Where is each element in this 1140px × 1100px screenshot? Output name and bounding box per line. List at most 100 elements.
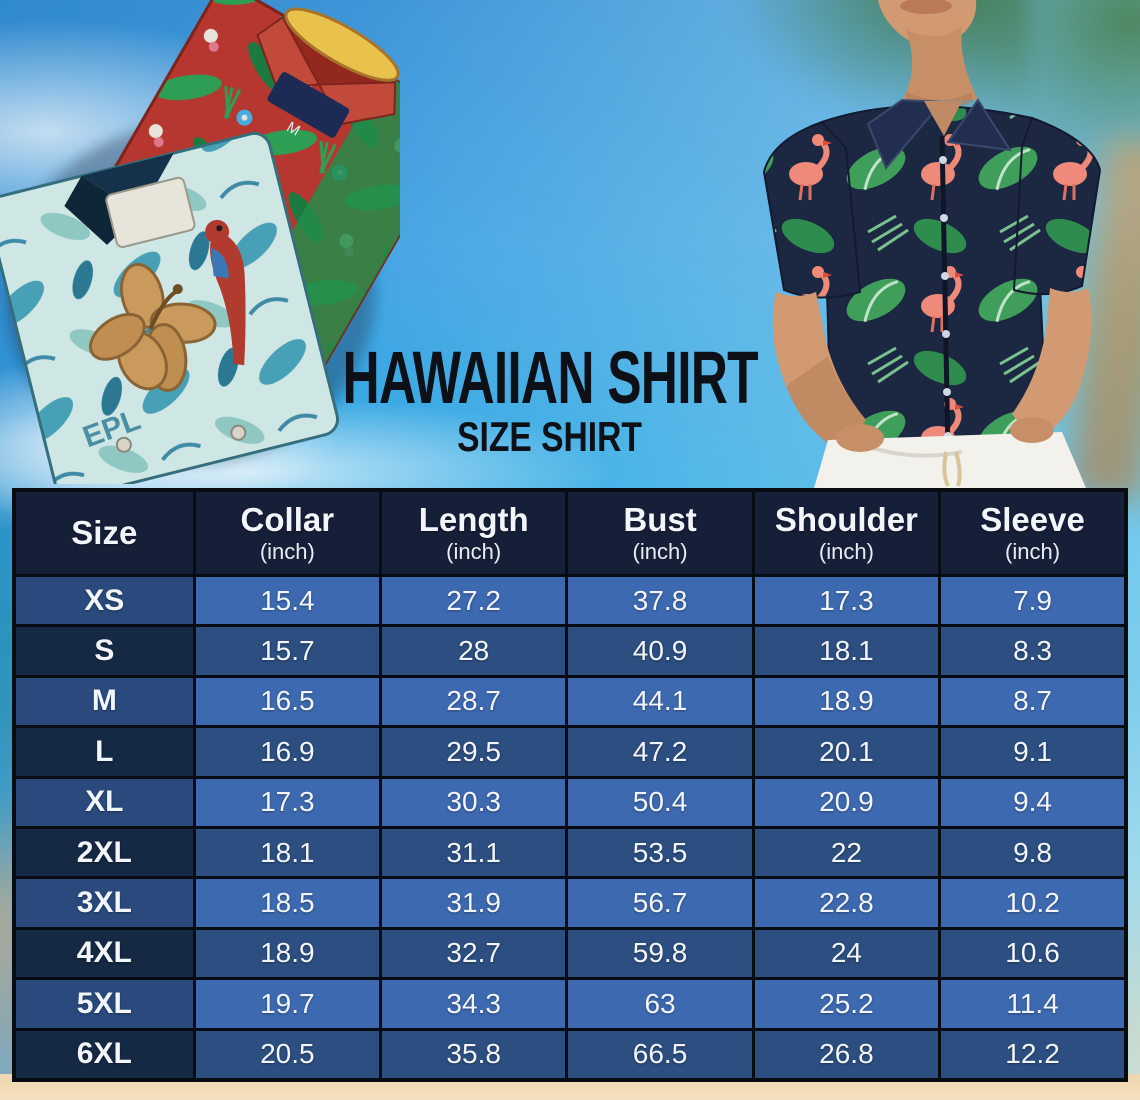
size-table-header: Size Collar (inch) Length (inch) Bust (inch) Sh… [12,488,1128,577]
size-cell: 5XL [12,977,196,1031]
hand-left [836,424,884,452]
value-cell: 56.7 [565,876,755,930]
value-cell: 44.1 [565,674,755,729]
value-cell: 50.4 [565,775,755,829]
value-cell: 18.5 [192,876,383,930]
value-cell: 24 [751,926,942,981]
model-wearing-shirt-photo [762,0,1102,488]
value-cell: 26.8 [751,1027,942,1082]
value-cell: 8.3 [938,624,1128,678]
value-cell: 40.9 [565,624,755,678]
size-cell: 4XL [12,926,196,981]
value-cell: 15.4 [192,573,383,628]
value-cell: 20.9 [751,775,942,829]
shirt-button [230,424,247,441]
value-cell: 18.9 [192,926,383,981]
folded-shirts-photo: M EPL [0,0,400,484]
size-cell: S [12,624,196,678]
table-row: 3XL 18.5 31.9 56.7 22.8 10.2 [12,876,1128,930]
value-cell: 8.7 [938,674,1128,729]
value-cell: 18.1 [192,825,383,880]
neck-label [267,72,350,138]
hibiscus-flower [89,262,217,392]
page-subtitle: SIZE SHIRT [457,413,643,460]
page-title: HAWAIIAN SHIRT [342,335,758,419]
value-cell: 28.7 [378,674,569,729]
value-cell: 16.9 [192,725,383,779]
table-row: S 15.7 28 40.9 18.1 8.3 [12,624,1128,678]
value-cell: 35.8 [378,1027,569,1082]
size-cell: XL [12,775,196,829]
chest-pocket [105,176,196,249]
size-cell: 6XL [12,1027,196,1082]
value-cell: 18.1 [751,624,942,678]
title-block: HAWAIIAN SHIRT SIZE SHIRT [240,340,860,460]
size-cell: M [12,674,196,729]
value-cell: 53.5 [565,825,755,880]
value-cell: 31.1 [378,825,569,880]
value-cell: 9.8 [938,825,1128,880]
value-cell: 47.2 [565,725,755,779]
column-header: Shoulder (inch) [751,488,942,577]
value-cell: 20.5 [192,1027,383,1082]
value-cell: 66.5 [565,1027,755,1082]
value-cell: 25.2 [751,977,942,1031]
hand-right [1010,417,1054,443]
size-cell: XS [12,573,196,628]
parrot [205,219,246,366]
value-cell: 30.3 [378,775,569,829]
value-cell: 7.9 [938,573,1128,628]
value-cell: 11.4 [938,977,1128,1031]
table-row: 6XL 20.5 35.8 66.5 26.8 12.2 [12,1027,1128,1082]
value-cell: 63 [565,977,755,1031]
value-cell: 9.4 [938,775,1128,829]
collar-brand-label [284,7,400,82]
column-header: Collar (inch) [192,488,383,577]
value-cell: 28 [378,624,569,678]
value-cell: 22.8 [751,876,942,930]
value-cell: 32.7 [378,926,569,981]
value-cell: 17.3 [751,573,942,628]
shirt-button [115,436,132,453]
value-cell: 59.8 [565,926,755,981]
value-cell: 31.9 [378,876,569,930]
table-row: M 16.5 28.7 44.1 18.9 8.7 [12,674,1128,729]
column-header: Bust (inch) [565,488,755,577]
size-cell: 2XL [12,825,196,880]
value-cell: 17.3 [192,775,383,829]
model-head-neck [878,0,978,109]
value-cell: 27.2 [378,573,569,628]
size-table: Size Collar (inch) Length (inch) Bust (inch) Sh… [12,488,1128,1082]
value-cell: 37.8 [565,573,755,628]
model-pants [814,417,1086,488]
column-header: Size [12,488,196,577]
column-header: Length (inch) [378,488,569,577]
value-cell: 22 [751,825,942,880]
value-cell: 18.9 [751,674,942,729]
size-cell: L [12,725,196,779]
drawstring [942,451,962,487]
flamingo-shirt [762,98,1102,470]
table-row: 5XL 19.7 34.3 63 25.2 11.4 [12,977,1128,1031]
value-cell: 9.1 [938,725,1128,779]
value-cell: 19.7 [192,977,383,1031]
table-row: XL 17.3 30.3 50.4 20.9 9.4 [12,775,1128,829]
table-row: 4XL 18.9 32.7 59.8 24 10.6 [12,926,1128,981]
value-cell: 15.7 [192,624,383,678]
value-cell: 12.2 [938,1027,1128,1082]
value-cell: 16.5 [192,674,383,729]
size-cell: 3XL [12,876,196,930]
value-cell: 10.2 [938,876,1128,930]
value-cell: 34.3 [378,977,569,1031]
value-cell: 20.1 [751,725,942,779]
table-row: XS 15.4 27.2 37.8 17.3 7.9 [12,573,1128,628]
table-row: 2XL 18.1 31.1 53.5 22 9.8 [12,825,1128,880]
column-header: Sleeve (inch) [938,488,1128,577]
teal-hawaiian-shirt: EPL [0,131,340,484]
table-row: L 16.9 29.5 47.2 20.1 9.1 [12,725,1128,779]
value-cell: 10.6 [938,926,1128,981]
value-cell: 29.5 [378,725,569,779]
size-table-body: XS 15.4 27.2 37.8 17.3 7.9 S 15.7 28 40.9 18.1 8.3 M… [12,573,1128,1082]
collar-right [946,98,1012,152]
